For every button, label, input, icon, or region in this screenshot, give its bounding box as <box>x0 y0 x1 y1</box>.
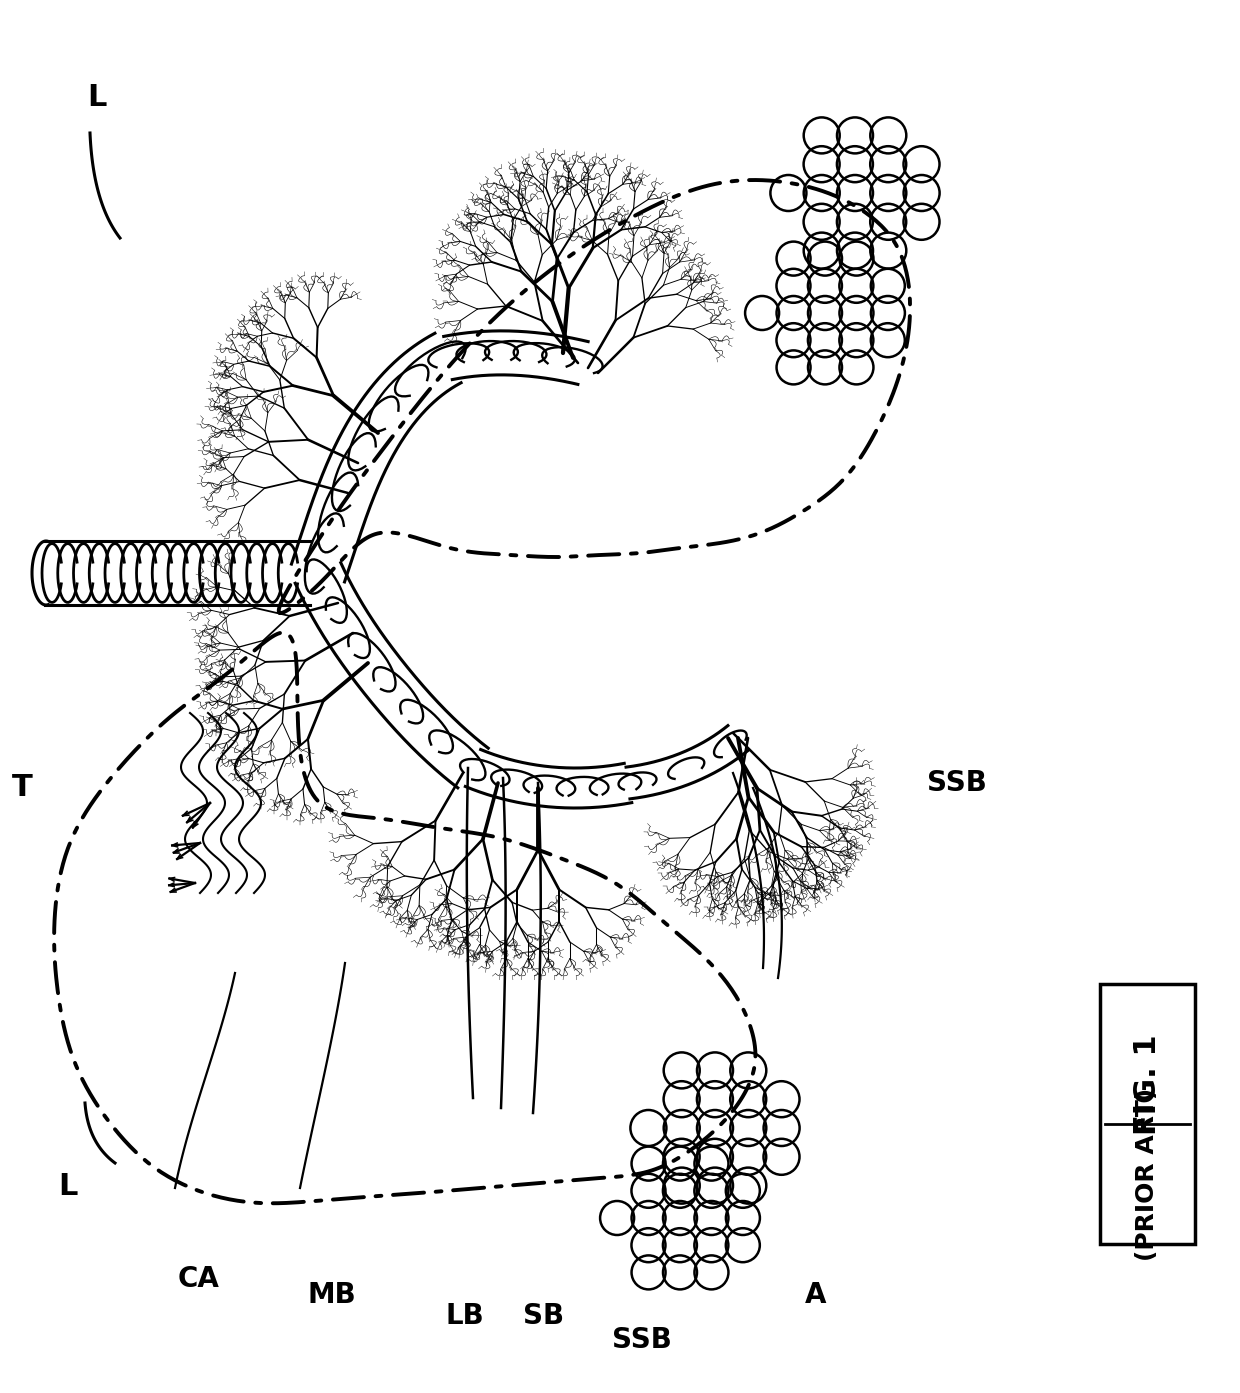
Text: A: A <box>805 1282 827 1309</box>
Text: SSB: SSB <box>928 769 987 797</box>
Text: (PRIOR ART): (PRIOR ART) <box>1135 1088 1159 1261</box>
Text: L: L <box>87 84 107 111</box>
Bar <box>1100 985 1194 1244</box>
Text: CA: CA <box>177 1265 219 1293</box>
Text: L: L <box>58 1173 78 1201</box>
Text: LB: LB <box>445 1302 485 1330</box>
Text: MB: MB <box>308 1282 357 1309</box>
Text: FIG. 1: FIG. 1 <box>1132 1034 1162 1135</box>
Text: SB: SB <box>522 1302 564 1330</box>
Text: T: T <box>12 773 32 801</box>
Text: SSB: SSB <box>613 1326 672 1354</box>
